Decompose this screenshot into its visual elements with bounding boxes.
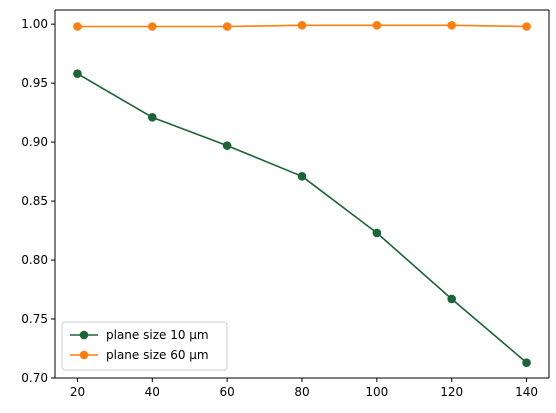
x-tick-label: 40: [145, 385, 160, 399]
x-tick-label: 80: [294, 385, 309, 399]
y-tick-label: 0.80: [21, 253, 48, 267]
y-tick-label: 0.90: [21, 135, 48, 149]
x-tick-label: 140: [515, 385, 538, 399]
axes-layer: 20 40 60 80 100 120 140 0.70 0.75 0.80 0.85 0.90 0.9…: [21, 9, 550, 399]
series-2-point: [148, 22, 157, 31]
series-1-point: [297, 172, 307, 181]
legend-marker-swatch: [79, 330, 89, 340]
legend-entry-2: plane size 60 µm: [70, 348, 209, 362]
series-2-point: [222, 22, 232, 31]
x-tick-label: 60: [220, 385, 235, 399]
series-1-point: [222, 141, 232, 150]
series-layer: [73, 21, 531, 367]
legend-frame: [61, 321, 228, 371]
y-tick-label: 0.95: [21, 76, 48, 90]
series-2: [73, 21, 531, 31]
x-tick-label: 120: [440, 385, 463, 399]
x-tick-label: 100: [365, 385, 388, 399]
legend-label: plane size 10 µm: [106, 328, 209, 342]
series-1-point: [372, 228, 382, 238]
y-tick-label: 0.75: [21, 312, 48, 326]
legend-marker-swatch: [79, 350, 89, 360]
series-1: [73, 69, 531, 367]
plot-area-background: [55, 10, 549, 378]
series-2-point: [447, 21, 457, 30]
series-1-point: [148, 113, 157, 122]
series-2-point: [297, 21, 307, 30]
legend-entry-1: plane size 10 µm: [70, 328, 209, 342]
series-1-point: [522, 358, 531, 367]
y-tick-label: 1.00: [21, 17, 48, 31]
series-1-point: [447, 294, 457, 304]
x-tick-label: 20: [70, 385, 85, 399]
series-2-point: [73, 22, 82, 31]
legend: plane size 10 µm plane size 60 µm: [61, 321, 228, 371]
y-tick-label: 0.85: [21, 194, 48, 208]
y-tick-label: 0.70: [21, 371, 48, 385]
legend-label: plane size 60 µm: [106, 348, 209, 362]
series-2-point: [372, 21, 382, 30]
series-2-point: [522, 22, 531, 31]
series-1-point: [73, 69, 82, 78]
